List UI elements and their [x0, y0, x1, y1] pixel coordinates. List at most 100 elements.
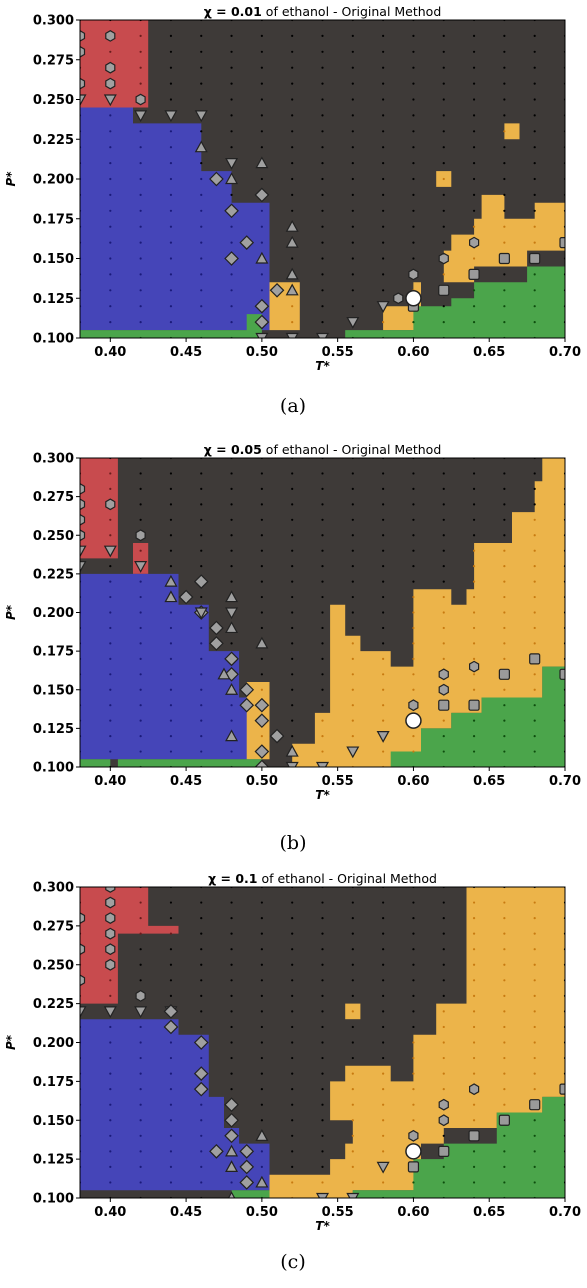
grid-dot: [260, 273, 263, 276]
grid-dot: [230, 305, 233, 308]
grid-dot: [291, 1025, 294, 1029]
grid-dot: [260, 472, 263, 475]
grid-dot: [472, 1010, 476, 1013]
marker-hexagon: [135, 93, 146, 106]
x-tick-label: 0.45: [170, 774, 202, 789]
grid-dot: [412, 657, 415, 660]
grid-dot: [169, 719, 173, 722]
grid-dot: [139, 50, 142, 53]
grid-dot: [351, 948, 354, 951]
grid-dot: [109, 611, 112, 614]
grid-dot: [503, 735, 506, 738]
marker-triangle-down: [315, 332, 330, 338]
grid-dot: [382, 472, 385, 475]
grid-dot: [321, 209, 324, 212]
grid-dot: [412, 66, 415, 69]
grid-dot: [472, 673, 476, 676]
marker-triangle-up: [255, 636, 269, 649]
grid-dot: [382, 948, 385, 951]
grid-dot: [260, 1041, 263, 1044]
grid-dot: [321, 66, 324, 69]
grid-dot: [200, 994, 203, 997]
grid-dot: [533, 901, 536, 904]
grid-dot: [533, 209, 536, 212]
x-tick-label: 0.70: [549, 345, 581, 360]
grid-dot: [291, 549, 294, 552]
grid-dot: [260, 932, 263, 935]
grid-dot: [503, 518, 506, 521]
grid-dot: [351, 98, 354, 101]
grid-dot: [533, 979, 536, 982]
grid-dot: [382, 534, 385, 537]
grid-dot: [230, 917, 233, 920]
grid-dot: [442, 611, 445, 614]
marker-triangle-up: [225, 590, 239, 603]
grid-dot: [533, 130, 536, 133]
grid-dot: [291, 257, 294, 260]
grid-dot: [351, 1041, 354, 1044]
grid-dot: [321, 719, 324, 722]
grid-dot: [291, 98, 294, 101]
grid-dot: [139, 305, 142, 308]
x-tick-label: 0.50: [246, 1205, 278, 1220]
grid-dot: [200, 719, 203, 722]
grid-dot: [503, 114, 506, 117]
grid-dot: [321, 595, 324, 599]
y-tick-label: 0.150: [33, 1114, 74, 1129]
figure-caption: (a): [280, 395, 306, 417]
grid-dot: [503, 549, 506, 552]
grid-dot: [321, 50, 324, 53]
marker-triangle-up: [225, 172, 239, 185]
grid-dot: [260, 549, 263, 552]
grid-dot: [351, 657, 354, 660]
grid-dot: [412, 688, 415, 691]
grid-dot: [472, 130, 476, 133]
grid-dot: [382, 595, 385, 599]
grid-dot: [230, 932, 233, 935]
grid-dot: [442, 146, 445, 149]
grid-dot: [382, 225, 385, 228]
grid-dot: [260, 595, 263, 599]
grid-dot: [260, 1103, 263, 1106]
panel-a: 0.40 0.45 0.50 0.55 0.60 0.65 0.70 0.100 0.125 0.…: [4, 4, 581, 373]
grid-dot: [291, 130, 294, 133]
grid-dot: [169, 1103, 173, 1106]
grid-dot: [139, 503, 142, 506]
grid-dot: [291, 719, 294, 722]
grid-dot: [260, 130, 263, 133]
grid-dot: [260, 66, 263, 69]
x-tick-label: 0.45: [170, 1205, 202, 1220]
grid-dot: [169, 193, 173, 196]
grid-dot: [321, 225, 324, 228]
grid-dot: [442, 162, 445, 165]
grid-dot: [351, 273, 354, 276]
grid-dot: [533, 34, 536, 38]
grid-dot: [169, 994, 173, 997]
grid-dot: [109, 735, 112, 738]
grid-dot: [382, 1025, 385, 1029]
grid-dot: [472, 611, 476, 614]
grid-dot: [200, 1056, 203, 1060]
grid-dot: [351, 209, 354, 212]
grid-dot: [200, 549, 203, 552]
grid-dot: [442, 580, 445, 583]
marker-diamond: [254, 713, 270, 728]
grid-dot: [139, 193, 142, 196]
grid-dot: [200, 704, 203, 707]
grid-dot: [109, 1056, 112, 1060]
grid-dot: [533, 688, 536, 691]
grid-dot: [291, 534, 294, 537]
grid-dot: [503, 901, 506, 904]
marker-triangle-up: [225, 683, 239, 695]
grid-dot: [230, 487, 233, 490]
grid-dot: [412, 901, 415, 904]
grid-dot: [109, 994, 112, 997]
grid-dot: [442, 50, 445, 53]
grid-dot: [503, 932, 506, 935]
grid-dot: [472, 719, 476, 722]
grid-dot: [503, 1088, 506, 1091]
grid-dot: [109, 1134, 112, 1137]
y-tick-label: 0.175: [33, 212, 74, 227]
grid-dot: [472, 1119, 476, 1122]
grid-dot: [442, 273, 445, 276]
